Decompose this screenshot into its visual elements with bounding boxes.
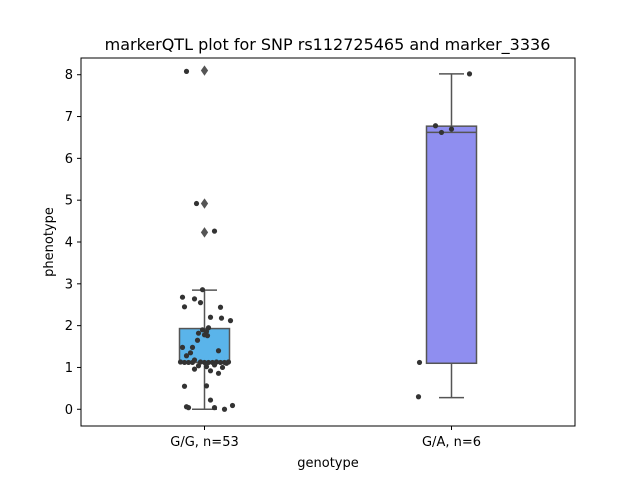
y-tick-label: 8 [65, 68, 73, 83]
data-point [181, 304, 188, 310]
data-point [207, 397, 214, 403]
outlier-marker [200, 65, 209, 76]
data-point [215, 370, 222, 376]
box-iqr [425, 125, 478, 365]
outlier-marker [200, 227, 209, 238]
y-tick-label: 0 [65, 403, 73, 418]
data-point [219, 364, 226, 371]
data-point [181, 383, 188, 389]
y-tick-label: 2 [65, 319, 73, 334]
data-point [211, 362, 218, 368]
data-point [194, 337, 201, 343]
data-point [185, 405, 192, 411]
data-point [191, 366, 198, 372]
data-point [448, 126, 455, 132]
data-point [221, 406, 228, 412]
chart-title: markerQTL plot for SNP rs112725465 and m… [105, 35, 551, 55]
y-tick-label: 3 [65, 277, 73, 292]
x-tick-label: G/A, n=6 [422, 435, 481, 450]
data-point [415, 394, 422, 400]
plot-frame [80, 57, 576, 427]
y-axis-label: phenotype [42, 207, 57, 277]
outlier-marker [200, 198, 209, 209]
data-point [183, 353, 190, 359]
data-point [187, 350, 194, 356]
data-point [185, 359, 192, 366]
data-point [183, 68, 190, 74]
data-point [215, 348, 222, 354]
data-point [197, 359, 204, 365]
data-point [205, 359, 212, 366]
data-point [225, 359, 232, 365]
box-iqr [178, 327, 231, 364]
data-point [211, 405, 218, 411]
data-point [227, 318, 234, 324]
data-point [177, 359, 184, 365]
data-point [204, 333, 211, 339]
data-point [189, 359, 196, 366]
data-point [229, 402, 236, 409]
data-point [191, 296, 198, 302]
data-point [432, 123, 439, 129]
data-point [203, 383, 210, 389]
data-point [193, 200, 200, 207]
data-point [199, 287, 206, 293]
data-point [179, 294, 186, 300]
data-point [179, 344, 186, 350]
y-tick-label: 4 [65, 236, 73, 251]
data-point [218, 315, 225, 321]
data-point [217, 359, 224, 366]
data-point [203, 364, 210, 370]
y-tick-label: 5 [65, 194, 73, 209]
y-tick-label: 6 [65, 152, 73, 167]
data-point [201, 359, 208, 366]
data-point [211, 228, 218, 234]
x-axis-label: genotype [297, 456, 358, 471]
plot-area: 0 1 2 3 4 5 6 7 8 G/G, n=53 G/A, n=6 [65, 65, 481, 450]
data-point [189, 344, 196, 350]
data-point [197, 300, 204, 306]
data-point [416, 359, 423, 366]
x-tick-label: G/G, n=53 [170, 435, 238, 450]
data-point [438, 129, 445, 136]
data-point [195, 330, 202, 336]
y-tick-label: 1 [65, 361, 73, 376]
data-point [207, 314, 214, 320]
data-point [207, 368, 214, 374]
y-tick-label: 7 [65, 110, 73, 125]
data-point [466, 71, 473, 77]
data-point [199, 327, 206, 333]
data-point [217, 304, 224, 310]
data-point [181, 359, 188, 366]
